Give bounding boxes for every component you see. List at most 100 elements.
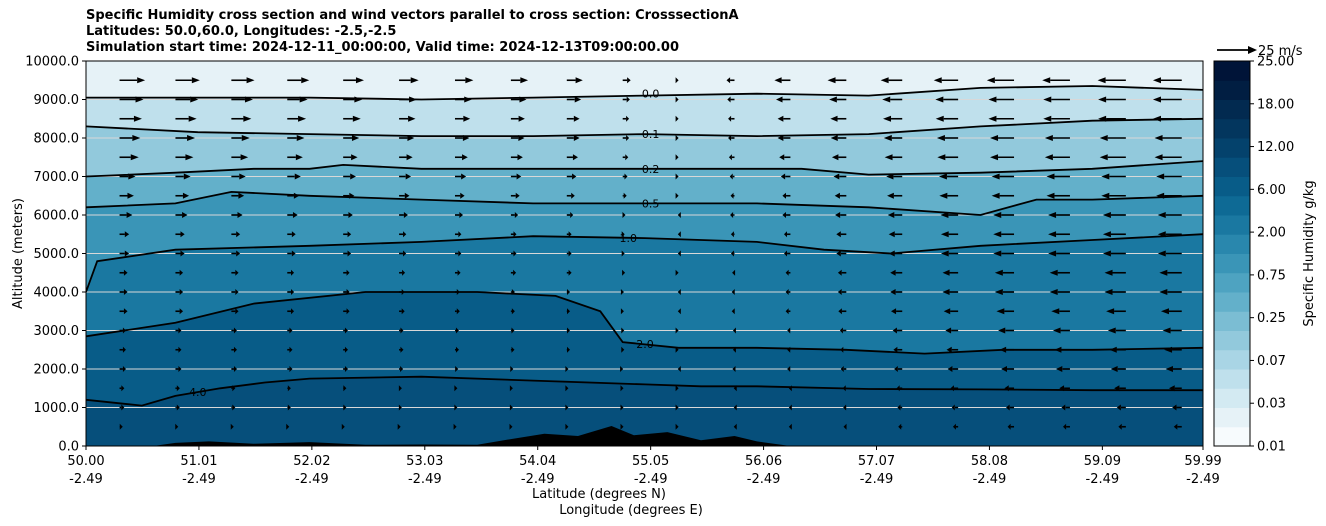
wind-arrow <box>119 77 146 84</box>
wind-arrow <box>731 308 735 315</box>
wind-arrow <box>231 366 237 372</box>
wind-arrow-head <box>574 96 582 103</box>
wind-arrow-head <box>891 308 897 315</box>
wind-arrow-head <box>1061 404 1066 411</box>
wind-arrow-head <box>838 308 842 315</box>
wind-arrow-head <box>296 135 305 141</box>
wind-arrow-head <box>1173 423 1178 430</box>
wind-arrow <box>399 269 406 276</box>
colorbar-band <box>1214 234 1250 254</box>
wind-arrow-head <box>935 96 944 103</box>
wind-arrow-head <box>403 231 407 238</box>
wind-arrow <box>287 135 305 141</box>
wind-arrow <box>994 269 1015 276</box>
wind-arrow <box>119 173 136 180</box>
y-tick-label: 9000.0 <box>34 93 80 108</box>
wind-arrow-head <box>511 289 515 295</box>
wind-arrow <box>946 346 959 353</box>
wind-arrow-head <box>462 135 470 141</box>
wind-arrow <box>287 385 291 392</box>
wind-arrow-head <box>178 366 182 372</box>
wind-arrow-head <box>400 346 404 353</box>
x-tick-label-lat: 59.09 <box>1084 454 1121 469</box>
wind-arrow-head <box>233 346 237 353</box>
wind-arrow-head <box>1101 192 1110 199</box>
x-tick-label-lon: -2.49 <box>860 472 894 487</box>
wind-arrow <box>726 77 735 84</box>
y-tick-label: 6000.0 <box>34 209 80 224</box>
wind-arrow <box>566 154 578 161</box>
wind-arrow <box>1102 231 1126 238</box>
wind-arrow-head <box>232 385 236 392</box>
wind-arrow-head <box>894 366 898 372</box>
wind-arrow <box>991 173 1015 180</box>
wind-arrow-head <box>787 366 791 372</box>
wind-arrow <box>566 269 572 276</box>
wind-arrow-head <box>354 96 363 103</box>
colorbar-band <box>1214 195 1250 216</box>
wind-arrow <box>728 135 735 141</box>
wind-arrow-head <box>675 173 679 180</box>
wind-arrow <box>565 423 569 430</box>
wind-arrow <box>998 327 1015 334</box>
wind-arrow <box>1152 77 1182 84</box>
wind-arrow <box>453 423 457 430</box>
wind-arrow <box>231 346 237 353</box>
wind-arrow-head <box>130 154 139 161</box>
reference-arrow-head <box>1248 46 1257 54</box>
wind-arrow <box>287 212 298 218</box>
colorbar-tick-label: 12.00 <box>1257 140 1294 155</box>
wind-arrow <box>675 327 679 334</box>
wind-arrow <box>940 212 959 218</box>
wind-arrow <box>776 96 791 103</box>
wind-arrow <box>566 96 582 103</box>
wind-arrow-head <box>1043 115 1052 122</box>
wind-arrow <box>1160 308 1182 315</box>
wind-arrow-head <box>777 135 784 141</box>
wind-arrow <box>119 115 142 122</box>
wind-arrow-head <box>1165 366 1173 372</box>
wind-arrow <box>943 308 959 315</box>
wind-arrow-head <box>401 308 405 315</box>
wind-arrow <box>175 173 191 180</box>
wind-arrow-head <box>573 135 580 141</box>
wind-arrow-head <box>829 96 837 103</box>
wind-arrow-head <box>513 250 517 257</box>
wind-arrow <box>119 366 126 372</box>
wind-arrow-head <box>176 385 180 392</box>
wind-arrow-head <box>898 423 902 430</box>
wind-arrow-head <box>837 269 842 276</box>
wind-arrow <box>892 327 903 334</box>
wind-arrow <box>119 154 139 161</box>
wind-arrow <box>399 308 405 315</box>
wind-arrow-head <box>454 385 458 392</box>
wind-arrow <box>933 77 959 84</box>
wind-arrow <box>999 346 1015 353</box>
wind-arrow <box>733 423 737 430</box>
colorbar-tick-label: 2.00 <box>1257 226 1286 241</box>
wind-arrow <box>119 96 144 103</box>
wind-arrow-head <box>301 77 310 84</box>
wind-arrow-head <box>404 192 410 199</box>
wind-arrow <box>566 250 572 257</box>
wind-arrow <box>398 385 402 392</box>
wind-arrow-head <box>243 115 252 122</box>
wind-arrow-head <box>182 212 188 218</box>
wind-arrow <box>119 385 125 392</box>
wind-arrow <box>779 154 791 161</box>
colorbar-band <box>1214 215 1250 235</box>
wind-arrow <box>1159 269 1182 276</box>
wind-arrow <box>993 212 1015 218</box>
wind-arrow-head <box>732 366 736 372</box>
wind-arrow-head <box>726 77 731 84</box>
wind-arrow-head <box>675 192 679 199</box>
wind-arrow <box>175 250 185 257</box>
wind-arrow <box>840 366 847 372</box>
wind-arrow-head <box>1046 192 1055 199</box>
wind-arrow <box>454 366 459 372</box>
wind-arrow-head <box>776 96 783 103</box>
wind-arrow <box>787 327 791 334</box>
wind-arrow <box>728 154 735 161</box>
wind-arrow-head <box>732 327 736 334</box>
wind-arrow <box>731 289 735 295</box>
